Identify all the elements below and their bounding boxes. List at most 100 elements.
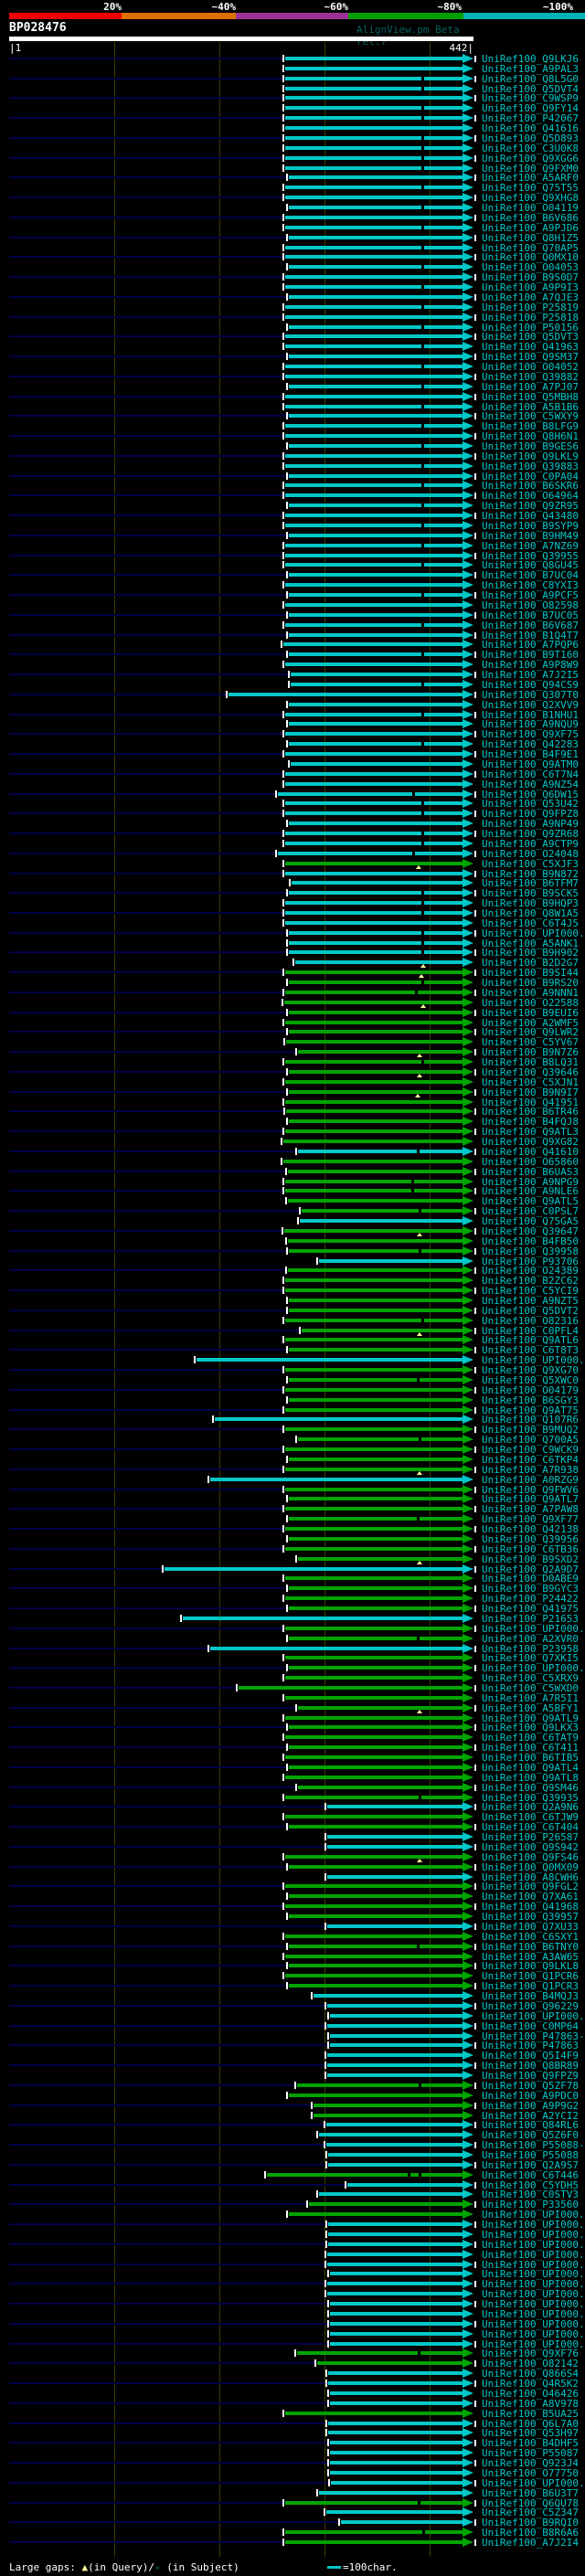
hit-bar[interactable] (285, 1278, 463, 1283)
hit-bar[interactable] (285, 1626, 463, 1630)
hit-bar[interactable] (285, 1427, 463, 1432)
hit-bar[interactable] (285, 1060, 463, 1065)
hit-bar[interactable] (289, 1666, 463, 1670)
hit-label[interactable]: UniRef100_Q39882 (482, 370, 579, 383)
hit-bar[interactable] (330, 2441, 463, 2445)
hit-label[interactable]: UniRef100_Q9XF75 (482, 728, 579, 741)
hit-label[interactable]: UniRef100_A9PAL3 (482, 62, 579, 75)
hit-label[interactable]: UniRef100_UPI000.. (482, 2476, 585, 2489)
hit-label[interactable]: UniRef100_Q41616 (482, 122, 579, 135)
hit-bar[interactable] (327, 2063, 463, 2068)
hit-label[interactable]: UniRef100_Q5Z6F0 (482, 2129, 579, 2142)
hit-bar[interactable] (285, 2530, 463, 2535)
hit-bar[interactable] (289, 573, 463, 578)
hit-label[interactable]: UniRef100_A8V978 (482, 2397, 579, 2410)
hit-label[interactable]: UniRef100_A9P9I3 (482, 281, 579, 294)
hit-label[interactable]: UniRef100_B9S0D7 (482, 271, 579, 284)
hit-bar[interactable] (326, 2123, 463, 2127)
hit-bar[interactable] (285, 663, 463, 667)
hit-bar[interactable] (285, 304, 463, 309)
hit-label[interactable]: UniRef100_P93706 (482, 1255, 579, 1267)
hit-bar[interactable] (289, 1765, 463, 1769)
hit-bar[interactable] (326, 2143, 463, 2147)
hit-label[interactable]: UniRef100_B9SXD2 (482, 1553, 579, 1565)
hit-label[interactable]: UniRef100_C0PA04 (482, 470, 579, 482)
hit-bar[interactable] (285, 196, 463, 200)
hit-label[interactable]: UniRef100_A2YCI2 (482, 2109, 579, 2122)
hit-bar[interactable] (285, 1656, 463, 1660)
hit-bar[interactable] (285, 910, 463, 915)
hit-label[interactable]: UniRef100_C8YXI3 (482, 579, 579, 592)
hit-bar[interactable] (328, 2152, 463, 2157)
hit-label[interactable]: UniRef100_Q9ATL7 (482, 1493, 579, 1506)
hit-bar[interactable] (285, 523, 463, 527)
hit-label[interactable]: UniRef100_O64964 (482, 490, 579, 503)
hit-label[interactable]: UniRef100_B4FB50 (482, 1235, 579, 1247)
hit-bar[interactable] (165, 1566, 463, 1571)
hit-bar[interactable] (285, 1676, 463, 1680)
hit-label[interactable]: UniRef100_B8R6A6 (482, 2527, 579, 2539)
hit-bar[interactable] (291, 682, 463, 686)
hit-label[interactable]: UniRef100_Q5DVT3 (482, 331, 579, 344)
hit-bar[interactable] (292, 881, 463, 885)
hit-bar[interactable] (285, 215, 463, 219)
hit-bar[interactable] (285, 1884, 463, 1889)
hit-bar[interactable] (283, 1159, 463, 1163)
hit-bar[interactable] (289, 1914, 463, 1919)
hit-bar[interactable] (285, 145, 463, 150)
hit-bar[interactable] (330, 2043, 463, 2048)
hit-bar[interactable] (289, 1069, 463, 1074)
hit-label[interactable]: UniRef100_Q9FPZ9 (482, 2070, 579, 2083)
hit-bar[interactable] (285, 970, 463, 975)
hit-bar[interactable] (285, 165, 463, 170)
hit-bar[interactable] (327, 2262, 463, 2266)
hit-bar[interactable] (286, 1109, 463, 1114)
hit-bar[interactable] (285, 583, 463, 588)
hit-bar[interactable] (197, 1358, 463, 1362)
hit-label[interactable]: UniRef100_O24048 (482, 847, 579, 860)
hit-label[interactable]: UniRef100_Q75GA5 (482, 1215, 579, 1228)
hit-bar[interactable] (289, 652, 463, 657)
hit-bar[interactable] (285, 1576, 463, 1581)
hit-bar[interactable] (289, 1308, 463, 1312)
hit-bar[interactable] (285, 345, 463, 349)
hit-bar[interactable] (319, 2133, 463, 2137)
hit-bar[interactable] (298, 1705, 463, 1710)
hit-bar[interactable] (278, 851, 463, 855)
hit-bar[interactable] (285, 106, 463, 111)
hit-label[interactable]: UniRef100_B9N7Z6 (482, 1046, 579, 1059)
hit-bar[interactable] (285, 871, 463, 875)
hit-bar[interactable] (328, 2222, 463, 2227)
hit-bar[interactable] (289, 1894, 463, 1899)
hit-bar[interactable] (330, 2401, 463, 2405)
hit-bar[interactable] (302, 1328, 463, 1332)
hit-bar[interactable] (330, 2311, 463, 2316)
hit-bar[interactable] (289, 1089, 463, 1094)
hit-bar[interactable] (289, 265, 463, 270)
hit-label[interactable]: UniRef100_A2XVR0 (482, 1632, 579, 1645)
hit-label[interactable]: UniRef100_O04179 (482, 1383, 579, 1396)
hit-label[interactable]: UniRef100_C6TKP4 (482, 1453, 579, 1466)
hit-bar[interactable] (291, 761, 463, 766)
hit-label[interactable]: UniRef100_Q9ATL8 (482, 1771, 579, 1784)
hit-bar[interactable] (285, 314, 463, 319)
hit-label[interactable]: UniRef100_A9NZ54 (482, 778, 579, 790)
hit-label[interactable]: UniRef100_Q9ATL4 (482, 1761, 579, 1774)
hit-label[interactable]: UniRef100_Q39883 (482, 460, 579, 472)
hit-bar[interactable] (330, 2013, 463, 2018)
hit-label[interactable]: UniRef100_Q9LKL8 (482, 1960, 579, 1973)
hit-label[interactable]: UniRef100_P55087 (482, 2447, 579, 2460)
hit-label[interactable]: UniRef100_B8LQ31 (482, 1056, 579, 1069)
hit-bar[interactable] (285, 1904, 463, 1909)
hit-label[interactable]: UniRef100_UPI000.. (482, 2268, 585, 2281)
hit-label[interactable]: UniRef100_B9GYC3 (482, 1583, 579, 1595)
hit-bar[interactable] (289, 1397, 463, 1402)
hit-bar[interactable] (285, 57, 463, 60)
hit-bar[interactable] (289, 593, 463, 598)
hit-label[interactable]: UniRef100_B6TR46 (482, 1106, 579, 1118)
hit-label[interactable]: UniRef100_Q9LKX3 (482, 1722, 579, 1734)
hit-bar[interactable] (289, 1944, 463, 1948)
hit-label[interactable]: UniRef100_A5B1B6 (482, 400, 579, 413)
hit-label[interactable]: UniRef100_UPI000.. (482, 2298, 585, 2311)
hit-label[interactable]: UniRef100_Q84RL6 (482, 2119, 579, 2132)
